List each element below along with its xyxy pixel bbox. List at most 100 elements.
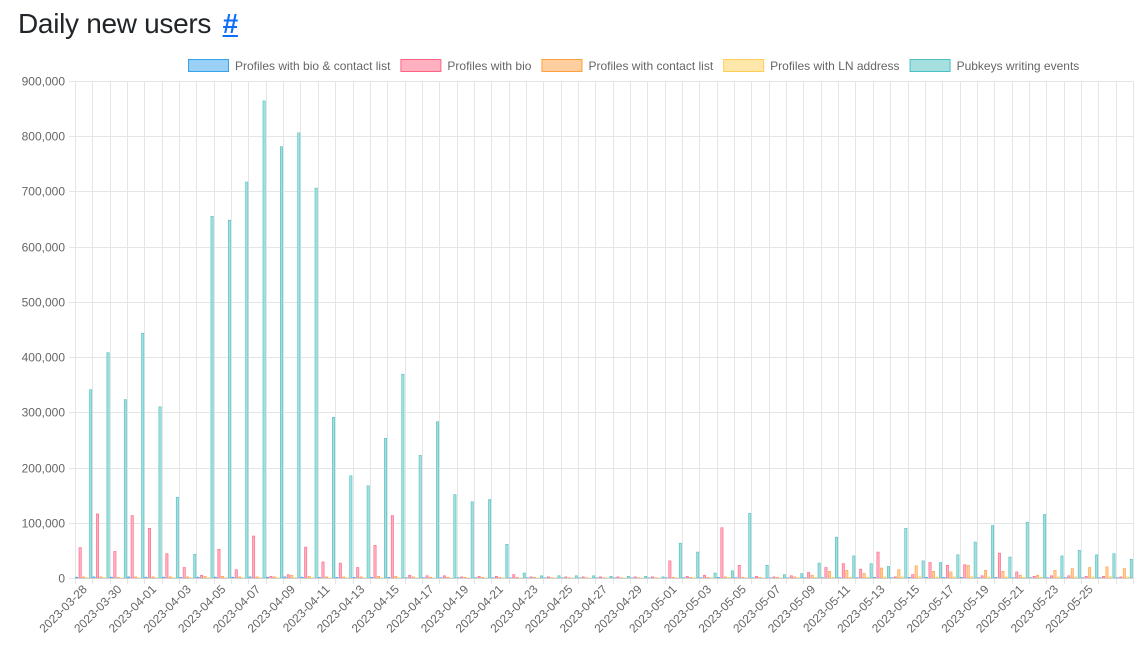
bar-contact: [238, 576, 242, 579]
bar-bio: [321, 561, 325, 579]
bar-pubkeys: [991, 525, 995, 579]
bar-bio_contact: [127, 576, 131, 579]
bar-bio: [564, 576, 568, 579]
bar-ln: [1057, 576, 1060, 579]
bar-bio: [356, 567, 360, 579]
y-tick-label: 200,000: [22, 462, 66, 476]
bar-pubkeys: [210, 215, 214, 579]
bar-pubkeys: [748, 513, 752, 579]
bar-bio_contact: [873, 577, 876, 579]
bar-bio_contact: [248, 576, 252, 579]
bar-ln: [1022, 576, 1026, 579]
bar-pubkeys: [817, 562, 821, 579]
bar-pubkeys: [384, 437, 387, 579]
bar-bio: [841, 563, 845, 579]
bar-contact: [134, 576, 138, 579]
bar-pubkeys: [158, 406, 162, 579]
bar-contact: [775, 577, 779, 579]
bar-contact: [914, 565, 918, 579]
bar-bio: [1067, 575, 1071, 579]
bar-contact: [515, 577, 519, 579]
bar-pubkeys: [1129, 558, 1133, 579]
bar-bio_contact: [370, 577, 373, 579]
bar-bio: [720, 527, 724, 579]
bar-bio: [807, 572, 811, 579]
bar-pubkeys: [609, 576, 613, 579]
y-tick-label: 0: [58, 572, 65, 586]
bar-bio: [408, 574, 412, 579]
bar-bio: [737, 564, 741, 579]
bar-pubkeys: [904, 527, 908, 579]
bar-contact: [411, 576, 415, 579]
bar-bio: [200, 574, 204, 579]
bar-bio_contact: [352, 577, 356, 579]
bar-pubkeys: [540, 575, 544, 579]
bar-bio: [217, 548, 221, 579]
y-tick-label: 700,000: [22, 185, 66, 199]
bar-contact: [828, 571, 831, 579]
bar-contact: [984, 569, 988, 579]
bar-contact: [932, 571, 935, 579]
legend-label: Profiles with LN address: [770, 59, 899, 73]
bar-contact: [168, 576, 172, 579]
bar-bio: [755, 576, 759, 579]
bar-bio: [911, 574, 915, 579]
bar-contact: [706, 577, 710, 579]
bar-bio: [442, 575, 446, 579]
bar-ln: [970, 576, 974, 579]
bar-bio: [1084, 576, 1088, 579]
bar-contact: [429, 576, 433, 579]
bar-contact: [255, 576, 259, 579]
bar-pubkeys: [470, 501, 474, 579]
bar-bio: [425, 575, 429, 579]
bar-bio_contact: [994, 577, 998, 579]
bar-bio: [616, 576, 620, 579]
y-tick-label: 900,000: [22, 75, 66, 89]
bar-pubkeys: [522, 572, 526, 579]
bar-contact: [203, 576, 207, 579]
bar-contact: [533, 577, 537, 579]
bar-ln: [952, 576, 956, 579]
bar-bio: [390, 515, 394, 579]
bar-ln: [900, 576, 904, 579]
bar-pubkeys: [349, 475, 353, 579]
legend-label: Profiles with contact list: [588, 59, 713, 73]
bar-contact: [741, 577, 745, 579]
bar-pubkeys: [193, 553, 197, 579]
legend-label: Pubkeys writing events: [957, 59, 1080, 73]
bar-pubkeys: [921, 560, 925, 579]
bar-contact: [377, 576, 380, 579]
bar-bio: [1102, 576, 1105, 579]
legend-swatch-bio_contact: [188, 59, 229, 72]
page-title: Daily new users #: [18, 8, 238, 40]
bar-bio_contact: [283, 576, 287, 579]
anchor-link[interactable]: #: [222, 8, 239, 39]
y-tick-label: 500,000: [22, 296, 66, 310]
bar-bio_contact: [387, 577, 391, 579]
bar-pubkeys: [1095, 554, 1099, 579]
legend-label: Profiles with bio & contact list: [235, 59, 391, 73]
bar-contact: [481, 577, 485, 579]
bar-bio: [703, 574, 707, 579]
bar-contact: [220, 576, 224, 579]
legend-label: Profiles with bio: [447, 59, 531, 73]
bar-bio: [997, 552, 1001, 579]
bar-pubkeys: [835, 536, 838, 579]
bar-bio: [373, 545, 377, 579]
bar-pubkeys: [800, 573, 804, 579]
bar-contact: [307, 576, 311, 579]
bar-contact: [1105, 566, 1109, 579]
bar-contact: [845, 569, 849, 579]
bar-contact: [689, 577, 693, 579]
bar-bio: [859, 568, 863, 579]
bar-pubkeys: [661, 576, 665, 579]
bar-contact: [151, 576, 155, 579]
bar-pubkeys: [852, 555, 856, 579]
bar-bio: [148, 527, 151, 579]
bar-ln: [1004, 576, 1008, 579]
bar-pubkeys: [453, 494, 457, 579]
bar-pubkeys: [713, 572, 717, 579]
bar-pubkeys: [696, 551, 700, 579]
y-tick-label: 300,000: [22, 406, 66, 420]
bar-pubkeys: [505, 544, 509, 579]
